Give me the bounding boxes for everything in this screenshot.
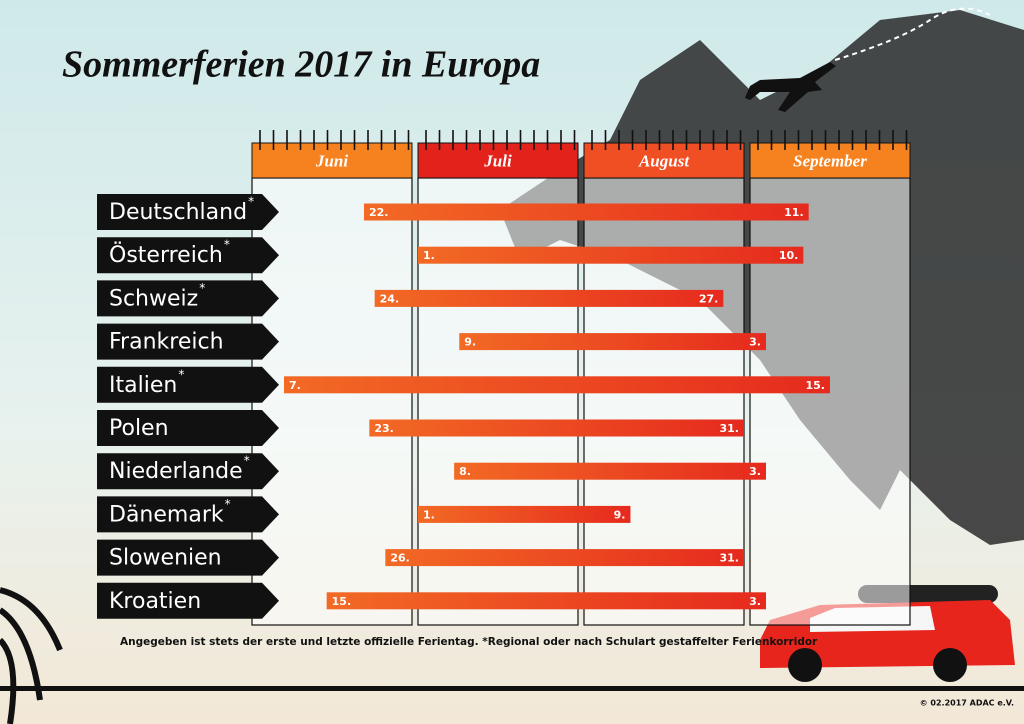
holiday-bar xyxy=(459,333,766,351)
country-label: Polen xyxy=(109,416,169,441)
country-label: Slowenien xyxy=(109,546,222,571)
month-header xyxy=(749,142,911,179)
asterisk: * xyxy=(248,195,254,209)
month-column xyxy=(749,177,911,626)
country-label: Deutschland xyxy=(109,200,247,225)
country-label: Niederlande xyxy=(109,459,243,484)
start-label: 26. xyxy=(390,552,410,565)
asterisk: * xyxy=(244,454,250,468)
holiday-bar xyxy=(454,462,766,480)
month-header xyxy=(251,142,413,179)
holiday-bar xyxy=(418,505,631,523)
end-label: 31. xyxy=(720,552,740,565)
start-label: 7. xyxy=(289,379,301,392)
copyright: © 02.2017 ADAC e.V. xyxy=(920,699,1014,708)
end-label: 9. xyxy=(614,508,626,521)
country-tag xyxy=(97,582,279,619)
month-header xyxy=(583,142,745,179)
month-label: Juli xyxy=(483,151,512,170)
plane-icon xyxy=(745,62,836,112)
start-label: 24. xyxy=(380,292,400,305)
end-label: 27. xyxy=(699,292,719,305)
month-label: August xyxy=(638,151,690,170)
month-label: Juni xyxy=(315,151,348,170)
asterisk: * xyxy=(224,238,230,252)
holiday-bar xyxy=(374,289,724,307)
asterisk: * xyxy=(225,497,231,511)
end-label: 31. xyxy=(720,422,740,435)
wheel xyxy=(788,648,822,682)
country-label: Schweiz xyxy=(109,286,198,311)
plane-trail xyxy=(834,7,991,61)
country-label: Dänemark xyxy=(109,502,224,527)
country-label: Österreich xyxy=(109,242,223,268)
palm-leaves xyxy=(0,587,63,724)
start-label: 9. xyxy=(464,336,476,349)
footnote: Angegeben ist stets der erste und letzte… xyxy=(120,636,818,648)
holiday-bar xyxy=(326,592,766,610)
asterisk: * xyxy=(199,281,205,295)
end-label: 3. xyxy=(749,595,761,608)
country-tag xyxy=(97,194,279,230)
end-label: 11. xyxy=(784,206,804,219)
start-label: 22. xyxy=(369,206,389,219)
country-label: Kroatien xyxy=(109,589,201,614)
start-label: 1. xyxy=(423,249,435,262)
start-label: 8. xyxy=(459,465,471,478)
holiday-bar xyxy=(369,419,744,437)
start-label: 15. xyxy=(332,595,352,608)
wheel xyxy=(933,648,967,682)
country-tag xyxy=(97,280,279,317)
asterisk: * xyxy=(178,367,184,381)
country-tag xyxy=(97,539,279,576)
start-label: 23. xyxy=(374,422,394,435)
country-tag xyxy=(97,453,279,490)
holiday-bar xyxy=(418,246,804,264)
country-tag xyxy=(97,323,279,360)
end-label: 3. xyxy=(749,465,761,478)
start-label: 1. xyxy=(423,508,435,521)
holiday-bar xyxy=(284,376,830,394)
country-tag xyxy=(97,496,279,533)
holiday-bar xyxy=(385,549,744,567)
country-tag xyxy=(97,366,279,403)
country-tag xyxy=(97,410,279,446)
end-label: 3. xyxy=(749,336,761,349)
country-tag xyxy=(97,237,279,274)
bottom-rule xyxy=(0,686,1024,691)
country-label: Italien xyxy=(109,373,177,398)
month-header xyxy=(417,142,579,179)
month-label: September xyxy=(793,151,867,170)
chart-title: Sommerferien 2017 in Europa xyxy=(62,44,540,86)
end-label: 15. xyxy=(806,379,826,392)
end-label: 10. xyxy=(779,249,799,262)
holiday-bar xyxy=(364,203,809,221)
country-label: Frankreich xyxy=(109,330,224,355)
